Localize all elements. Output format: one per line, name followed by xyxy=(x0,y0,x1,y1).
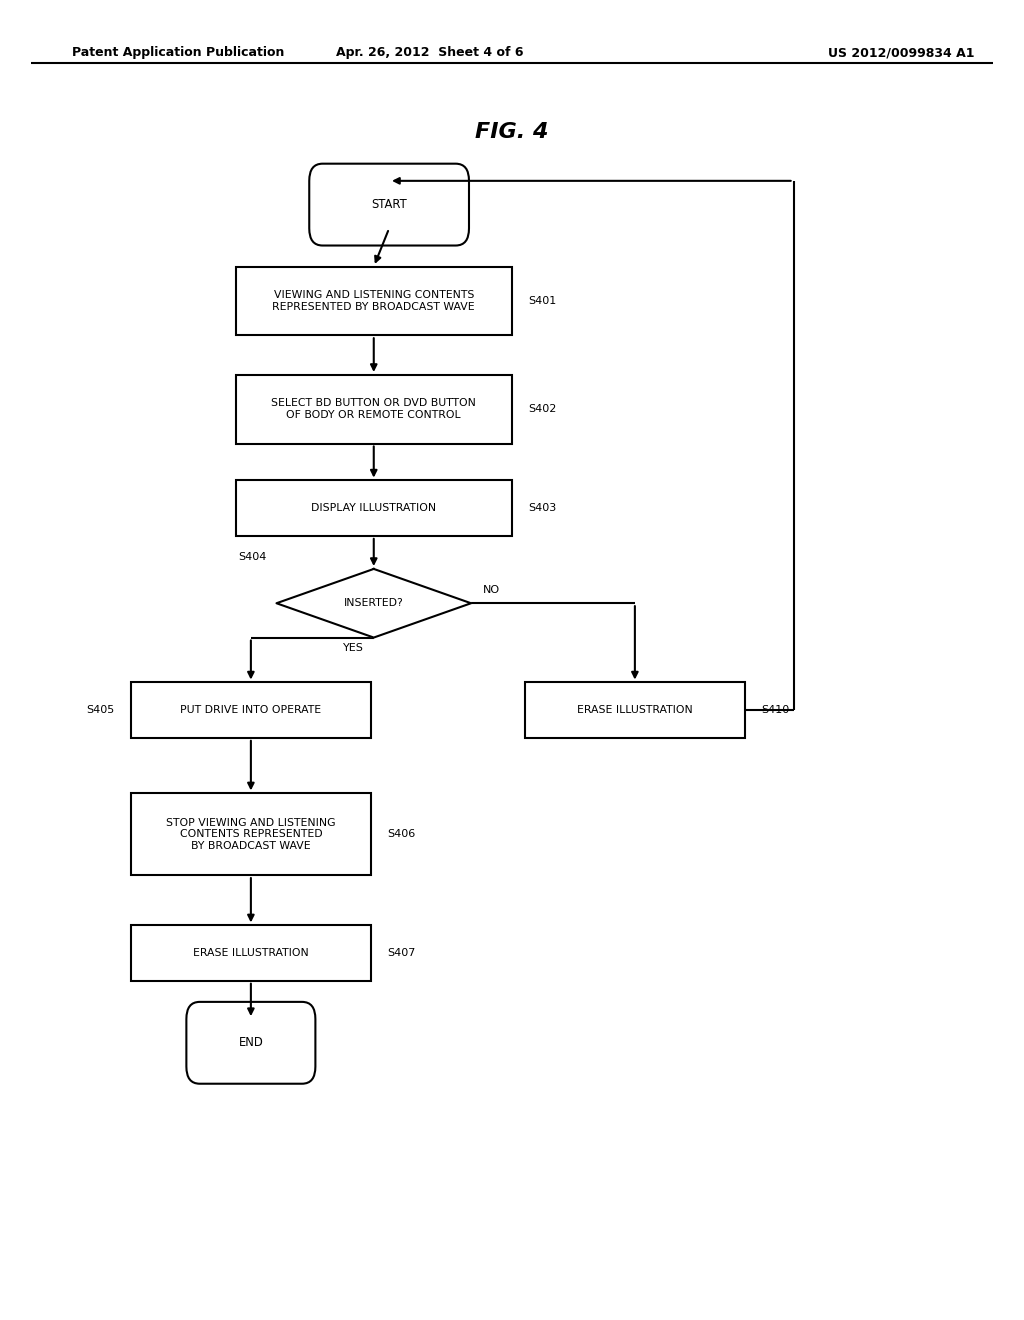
Bar xyxy=(131,925,371,981)
Text: S407: S407 xyxy=(387,948,416,958)
Text: US 2012/0099834 A1: US 2012/0099834 A1 xyxy=(827,46,975,59)
Bar xyxy=(131,793,371,875)
Bar xyxy=(236,375,512,444)
Text: ERASE ILLUSTRATION: ERASE ILLUSTRATION xyxy=(577,705,693,715)
Text: VIEWING AND LISTENING CONTENTS
REPRESENTED BY BROADCAST WAVE: VIEWING AND LISTENING CONTENTS REPRESENT… xyxy=(272,290,475,312)
Text: S405: S405 xyxy=(86,705,115,715)
Text: Patent Application Publication: Patent Application Publication xyxy=(72,46,284,59)
Text: S403: S403 xyxy=(528,503,557,513)
Text: S404: S404 xyxy=(238,552,266,562)
Text: FIG. 4: FIG. 4 xyxy=(475,121,549,143)
Text: YES: YES xyxy=(343,643,364,653)
Text: NO: NO xyxy=(483,585,501,595)
Text: S410: S410 xyxy=(762,705,790,715)
Text: Apr. 26, 2012  Sheet 4 of 6: Apr. 26, 2012 Sheet 4 of 6 xyxy=(336,46,524,59)
Text: SELECT BD BUTTON OR DVD BUTTON
OF BODY OR REMOTE CONTROL: SELECT BD BUTTON OR DVD BUTTON OF BODY O… xyxy=(271,399,476,420)
Text: INSERTED?: INSERTED? xyxy=(344,598,403,609)
Bar xyxy=(236,480,512,536)
Bar xyxy=(131,682,371,738)
Text: S406: S406 xyxy=(387,829,416,840)
Text: PUT DRIVE INTO OPERATE: PUT DRIVE INTO OPERATE xyxy=(180,705,322,715)
FancyBboxPatch shape xyxy=(309,164,469,246)
Text: S401: S401 xyxy=(528,296,557,306)
FancyBboxPatch shape xyxy=(186,1002,315,1084)
Text: START: START xyxy=(372,198,407,211)
Text: S402: S402 xyxy=(528,404,557,414)
Polygon shape xyxy=(276,569,471,638)
Text: ERASE ILLUSTRATION: ERASE ILLUSTRATION xyxy=(193,948,309,958)
Bar xyxy=(236,267,512,335)
Bar xyxy=(524,682,744,738)
Text: DISPLAY ILLUSTRATION: DISPLAY ILLUSTRATION xyxy=(311,503,436,513)
Text: STOP VIEWING AND LISTENING
CONTENTS REPRESENTED
BY BROADCAST WAVE: STOP VIEWING AND LISTENING CONTENTS REPR… xyxy=(166,817,336,851)
Text: END: END xyxy=(239,1036,263,1049)
